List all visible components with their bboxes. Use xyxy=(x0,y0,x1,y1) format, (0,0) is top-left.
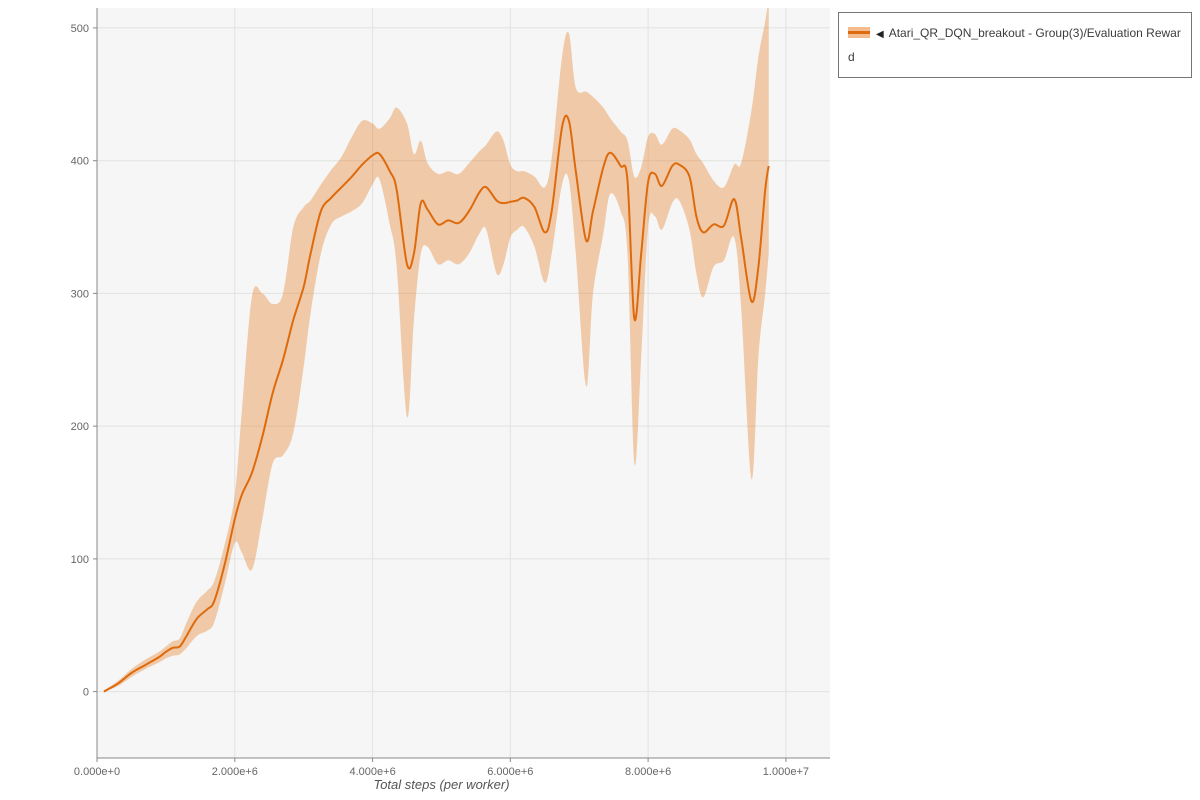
x-tick-label: 8.000e+6 xyxy=(625,766,671,778)
x-tick-label: 6.000e+6 xyxy=(487,766,533,778)
series-line-sample xyxy=(848,31,870,34)
mean-line xyxy=(103,114,770,693)
x-tick-label: 1.000e+7 xyxy=(763,766,809,778)
plot-area xyxy=(97,8,830,758)
y-tick-label: 200 xyxy=(71,421,89,433)
x-tick-label: 0.000e+0 xyxy=(74,766,120,778)
legend-series-label: Atari_QR_DQN_breakout - Group(3)/Evaluat… xyxy=(848,26,1181,64)
legend: ◀ Atari_QR_DQN_breakout - Group(3)/Evalua… xyxy=(838,12,1192,78)
tick-labels: 0.000e+0 2.000e+6 4.000e+6 6.000e+6 8.000e+6… xyxy=(71,23,809,778)
grid xyxy=(96,8,830,758)
confidence-band xyxy=(103,8,769,692)
y-tick-label: 100 xyxy=(71,554,89,566)
series-color-swatch xyxy=(848,27,870,38)
y-tick-label: 0 xyxy=(83,687,89,699)
y-tick-label: 500 xyxy=(71,23,89,35)
x-tick-label: 4.000e+6 xyxy=(350,766,396,778)
y-tick-label: 300 xyxy=(71,288,89,300)
legend-collapse-icon[interactable]: ◀ xyxy=(876,29,884,40)
x-axis-title: Total steps (per worker) xyxy=(373,777,509,792)
x-tick-label: 2.000e+6 xyxy=(212,766,258,778)
y-tick-label: 400 xyxy=(71,156,89,168)
legend-item[interactable]: ◀ Atari_QR_DQN_breakout - Group(3)/Evalua… xyxy=(848,21,1182,69)
